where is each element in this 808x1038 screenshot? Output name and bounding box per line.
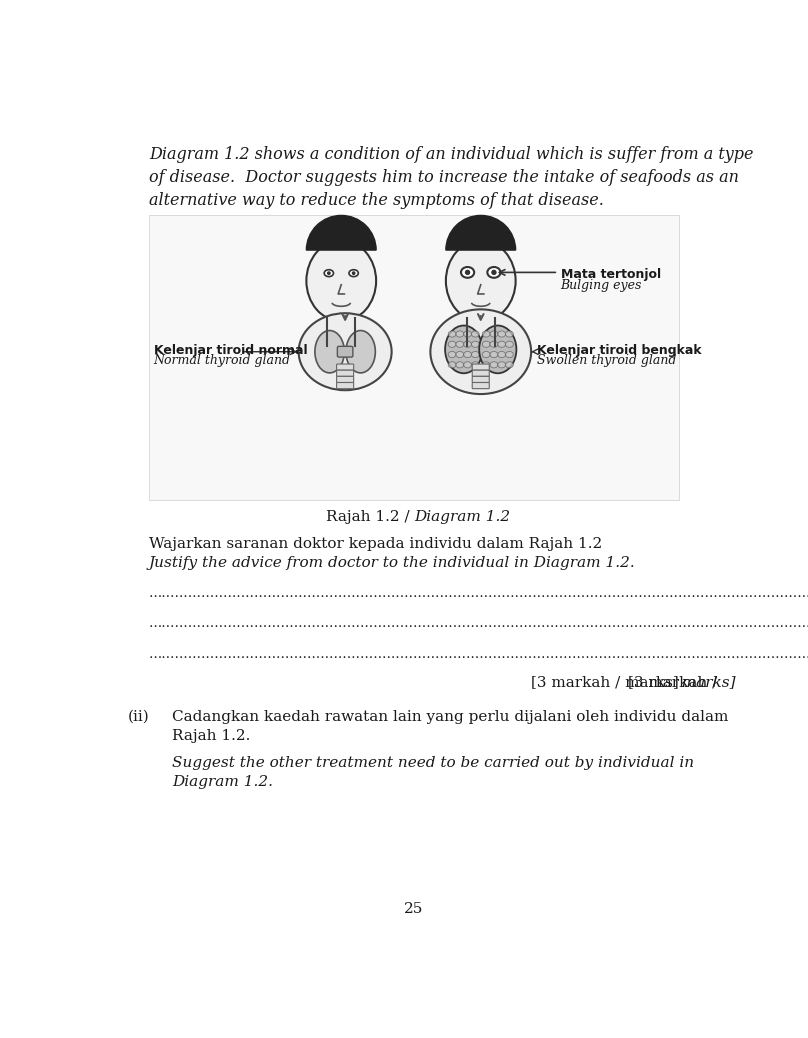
Text: Rajah 1.2.: Rajah 1.2. [172, 729, 250, 743]
Ellipse shape [506, 331, 513, 337]
Ellipse shape [456, 331, 464, 337]
Text: Diagram 1.2 shows a condition of an individual which is suffer from a type: Diagram 1.2 shows a condition of an indi… [149, 146, 754, 163]
Ellipse shape [490, 342, 498, 348]
Text: Diagram 1.2: Diagram 1.2 [415, 510, 510, 523]
Ellipse shape [479, 326, 516, 374]
Text: Suggest the other treatment need to be carried out by individual in: Suggest the other treatment need to be c… [172, 756, 694, 770]
Ellipse shape [431, 309, 531, 394]
FancyBboxPatch shape [472, 377, 490, 383]
Ellipse shape [464, 352, 471, 358]
Text: Normal thyroid gland: Normal thyroid gland [154, 354, 291, 367]
Text: of disease.  Doctor suggests him to increase the intake of seafoods as an: of disease. Doctor suggests him to incre… [149, 169, 739, 186]
Wedge shape [306, 216, 377, 250]
Ellipse shape [490, 331, 498, 337]
Ellipse shape [299, 313, 392, 390]
Text: Justify the advice from doctor to the individual in Diagram 1.2.: Justify the advice from doctor to the in… [149, 555, 636, 570]
Ellipse shape [487, 267, 500, 278]
Ellipse shape [471, 361, 479, 367]
Ellipse shape [498, 361, 506, 367]
FancyBboxPatch shape [149, 216, 680, 500]
FancyBboxPatch shape [338, 347, 353, 357]
Ellipse shape [490, 352, 498, 358]
Ellipse shape [471, 342, 479, 348]
Ellipse shape [482, 361, 490, 367]
Ellipse shape [448, 331, 456, 337]
Ellipse shape [346, 330, 376, 373]
Ellipse shape [464, 361, 471, 367]
Ellipse shape [306, 241, 377, 322]
FancyBboxPatch shape [337, 383, 354, 388]
Ellipse shape [456, 361, 464, 367]
Ellipse shape [351, 271, 356, 275]
Ellipse shape [498, 342, 506, 348]
Text: Rajah 1.2 /: Rajah 1.2 / [326, 510, 415, 523]
Ellipse shape [491, 270, 497, 275]
FancyBboxPatch shape [337, 377, 354, 383]
Text: 25: 25 [405, 902, 423, 917]
Ellipse shape [489, 319, 511, 335]
Ellipse shape [506, 361, 513, 367]
Ellipse shape [506, 342, 513, 348]
Ellipse shape [498, 331, 506, 337]
Text: Wajarkan saranan doktor kepada individu dalam Rajah 1.2: Wajarkan saranan doktor kepada individu … [149, 537, 602, 550]
Text: ……………………………………………………………………………………………………………………………………………………………………………………………………………………: …………………………………………………………………………………………………………… [149, 618, 808, 630]
Ellipse shape [448, 352, 456, 358]
Text: Bulging eyes: Bulging eyes [561, 278, 642, 292]
Ellipse shape [482, 331, 490, 337]
FancyBboxPatch shape [337, 371, 354, 377]
Text: ……………………………………………………………………………………………………………………………………………………………………………………………………………………: …………………………………………………………………………………………………………… [149, 648, 808, 661]
Ellipse shape [315, 330, 344, 373]
Text: ……………………………………………………………………………………………………………………………………………………………………………………………………………………: …………………………………………………………………………………………………………… [149, 586, 808, 600]
Ellipse shape [456, 352, 464, 358]
Text: [3 markah / marks]: [3 markah / marks] [532, 675, 680, 689]
Ellipse shape [327, 271, 330, 275]
Ellipse shape [482, 342, 490, 348]
Text: marks]: marks] [628, 675, 735, 689]
Ellipse shape [446, 241, 516, 322]
Ellipse shape [464, 342, 471, 348]
Ellipse shape [461, 267, 474, 278]
Wedge shape [446, 216, 516, 250]
Ellipse shape [465, 270, 470, 275]
Ellipse shape [464, 331, 471, 337]
Ellipse shape [448, 342, 456, 348]
Ellipse shape [506, 352, 513, 358]
Ellipse shape [498, 352, 506, 358]
Ellipse shape [448, 361, 456, 367]
Ellipse shape [456, 342, 464, 348]
Text: [3 markah /: [3 markah / [628, 675, 722, 689]
FancyBboxPatch shape [472, 383, 490, 388]
Ellipse shape [324, 270, 334, 277]
FancyBboxPatch shape [472, 364, 490, 371]
Ellipse shape [490, 361, 498, 367]
Text: alternative way to reduce the symptoms of that disease.: alternative way to reduce the symptoms o… [149, 192, 604, 210]
FancyBboxPatch shape [337, 364, 354, 371]
Text: Kelenjar tiroid normal: Kelenjar tiroid normal [154, 344, 307, 357]
Text: Diagram 1.2.: Diagram 1.2. [172, 775, 273, 789]
Ellipse shape [471, 331, 479, 337]
Text: Swollen thyroid gland: Swollen thyroid gland [537, 354, 677, 367]
Text: Mata tertonjol: Mata tertonjol [561, 268, 661, 281]
Ellipse shape [445, 326, 482, 374]
Ellipse shape [471, 352, 479, 358]
FancyBboxPatch shape [472, 371, 490, 377]
Ellipse shape [349, 270, 358, 277]
Text: Cadangkan kaedah rawatan lain yang perlu dijalani oleh individu dalam: Cadangkan kaedah rawatan lain yang perlu… [172, 710, 729, 723]
Text: (ii): (ii) [128, 710, 149, 723]
Ellipse shape [482, 352, 490, 358]
Text: Kelenjar tiroid bengkak: Kelenjar tiroid bengkak [537, 344, 702, 357]
